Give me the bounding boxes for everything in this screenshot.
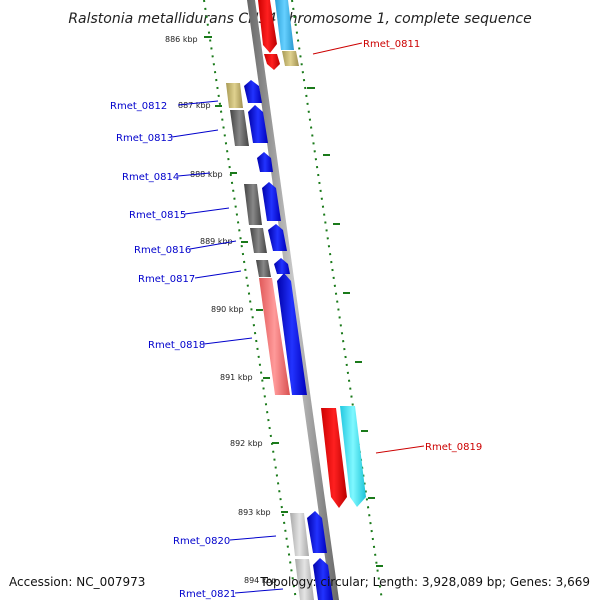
accession-text: Accession: NC_007973 — [9, 575, 146, 589]
gene-label-rmet-0819[interactable]: Rmet_0819 — [425, 442, 482, 453]
gene-feature[interactable] — [250, 228, 267, 253]
kbp-label: 893 kbp — [238, 508, 271, 517]
gene-arrow[interactable] — [268, 224, 287, 251]
gene-feature[interactable] — [295, 559, 314, 600]
gene-label-rmet-0815[interactable]: Rmet_0815 — [129, 210, 186, 221]
gene-arrow[interactable] — [321, 408, 347, 508]
kbp-label: 886 kbp — [165, 35, 198, 44]
gene-feature[interactable] — [256, 260, 271, 277]
kbp-label: 890 kbp — [211, 305, 244, 314]
gene-label-rmet-0820[interactable]: Rmet_0820 — [173, 536, 230, 547]
gene-arrow[interactable] — [307, 511, 327, 553]
gene-label-rmet-0812[interactable]: Rmet_0812 — [110, 101, 167, 112]
kbp-label: 888 kbp — [190, 170, 223, 179]
outer-track-genes — [226, 83, 314, 600]
gene-arrow[interactable] — [248, 105, 268, 143]
gene-arrow[interactable] — [340, 406, 366, 507]
gene-feature[interactable] — [226, 83, 243, 108]
gene-feature[interactable] — [230, 110, 249, 146]
kbp-label: 894 kbp — [244, 576, 277, 585]
gene-label-rmet-0817[interactable]: Rmet_0817 — [138, 274, 195, 285]
kbp-labels: 886 kbp 887 kbp 888 kbp 889 kbp 890 kbp … — [165, 35, 277, 585]
gene-labels: Rmet_0811 Rmet_0812 Rmet_0813 Rmet_0814 … — [110, 39, 482, 600]
gene-feature[interactable] — [244, 184, 262, 225]
kbp-label: 889 kbp — [200, 237, 233, 246]
gene-feature[interactable] — [290, 513, 309, 556]
gene-feature[interactable] — [259, 278, 290, 395]
kbp-label: 887 kbp — [178, 101, 211, 110]
gene-arrow[interactable] — [275, 0, 294, 50]
forward-strand-genes — [244, 80, 333, 600]
gene-arrow[interactable] — [258, 0, 277, 53]
gene-arrow[interactable] — [313, 558, 333, 600]
gene-label-rmet-0813[interactable]: Rmet_0813 — [116, 133, 173, 144]
kbp-label: 892 kbp — [230, 439, 263, 448]
reverse-strand-genes — [258, 0, 366, 508]
gene-label-rmet-0816[interactable]: Rmet_0816 — [134, 245, 191, 256]
gene-arrow[interactable] — [282, 51, 299, 66]
genome-summary-text: Topology: circular; Length: 3,928,089 bp… — [260, 575, 590, 589]
gene-arrow[interactable] — [262, 182, 281, 221]
gene-label-rmet-0821[interactable]: Rmet_0821 — [179, 589, 236, 600]
gene-label-rmet-0814[interactable]: Rmet_0814 — [122, 172, 179, 183]
map-title: Ralstonia metallidurans CH34 chromosome … — [68, 11, 531, 27]
gene-arrow[interactable] — [277, 273, 307, 395]
label-connectors — [171, 42, 425, 594]
outer-scale-line — [203, 0, 297, 600]
gene-label-rmet-0811[interactable]: Rmet_0811 — [363, 39, 420, 50]
gene-label-rmet-0818[interactable]: Rmet_0818 — [148, 340, 205, 351]
gene-arrow[interactable] — [264, 54, 280, 70]
gene-arrow[interactable] — [257, 152, 273, 172]
gene-arrow[interactable] — [244, 80, 262, 103]
inner-scale-line — [291, 0, 383, 600]
kbp-label: 891 kbp — [220, 373, 253, 382]
gene-arrow[interactable] — [274, 258, 290, 274]
major-ticks — [204, 36, 383, 567]
